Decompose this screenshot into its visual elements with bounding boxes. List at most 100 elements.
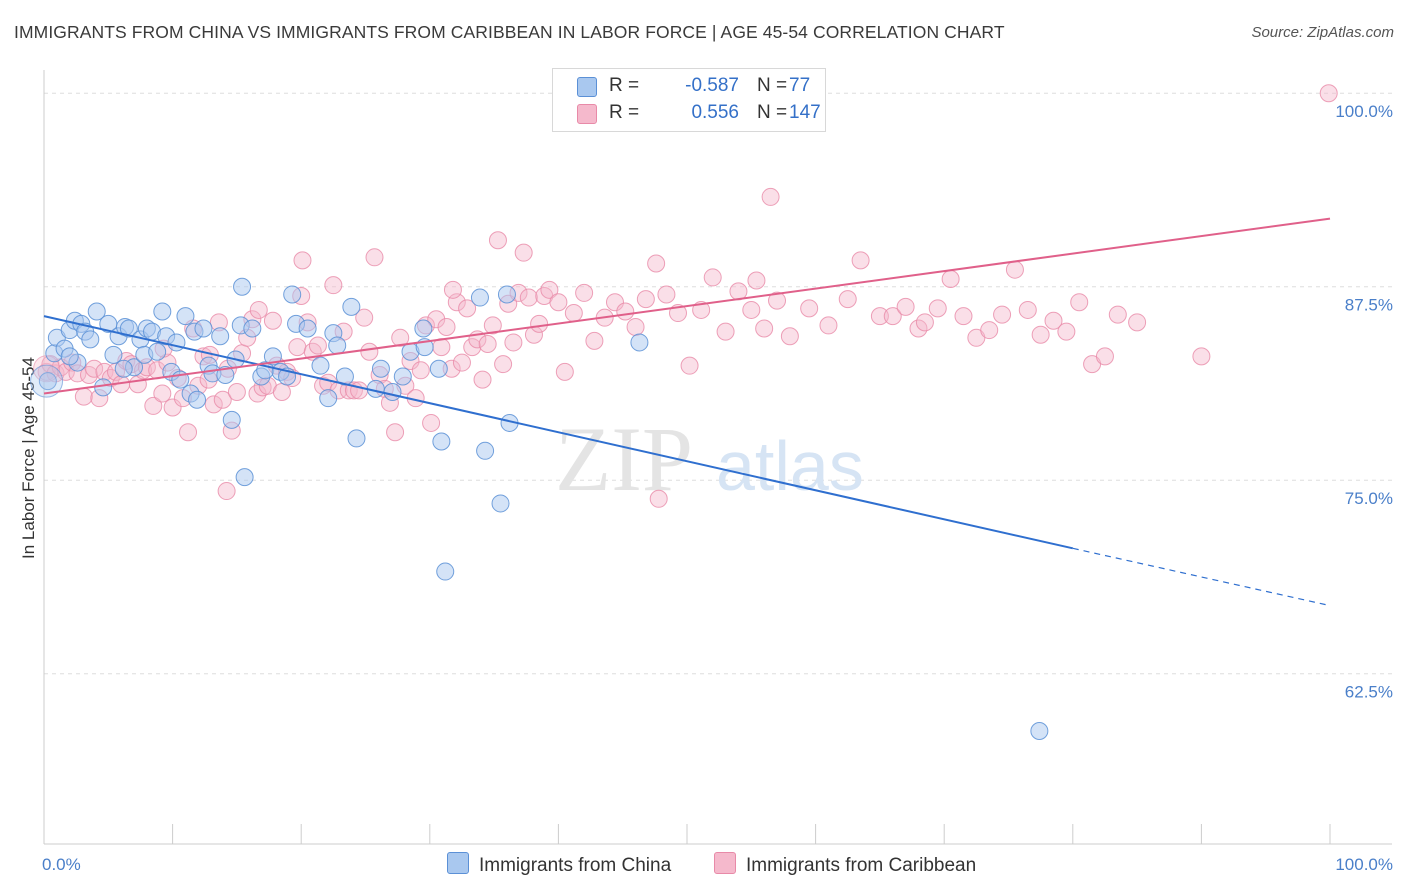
source-credit: Source: ZipAtlas.com	[1251, 24, 1394, 41]
caribbean-point-149	[649, 489, 668, 508]
caribbean-point-88	[488, 231, 507, 250]
legend-caribbean-swatch	[714, 852, 736, 874]
caribbean-point-153	[249, 300, 268, 319]
china-point-75	[114, 359, 133, 378]
caribbean-point-89	[494, 355, 513, 374]
caribbean-point-76	[427, 310, 446, 329]
caribbean-point-61	[350, 381, 369, 400]
y-tick-label-3: 62.5%	[1345, 683, 1393, 702]
china-point-56	[342, 297, 361, 316]
caribbean-point-125	[851, 251, 870, 270]
caribbean-point-27	[179, 423, 198, 442]
caribbean-point-68	[386, 423, 405, 442]
caribbean-point-137	[1005, 260, 1024, 279]
caribbean-point-119	[761, 187, 780, 206]
caribbean-point-49	[288, 338, 307, 357]
watermark-zip: ZIP	[555, 408, 693, 510]
legend-china-label: Immigrants from China	[479, 855, 672, 876]
china-point-35	[211, 327, 230, 346]
china-point-37	[222, 410, 241, 429]
caribbean-r-value: 0.556	[691, 102, 739, 123]
china-point-40	[233, 277, 252, 296]
china-point-69	[491, 494, 510, 513]
china-point-11	[94, 378, 113, 397]
china-point-48	[283, 285, 302, 304]
x-tick-label-right: 100.0%	[1335, 855, 1393, 874]
caribbean-point-136	[993, 305, 1012, 324]
china-point-9	[81, 330, 100, 349]
caribbean-point-87	[483, 316, 502, 335]
gridlines	[44, 92, 1392, 675]
china-r-label: R =	[609, 75, 640, 96]
caribbean-point-114	[703, 268, 722, 287]
caribbean-point-103	[585, 331, 604, 350]
china-point-63	[414, 319, 433, 338]
china-point-70	[497, 285, 516, 304]
china-point-68	[476, 441, 495, 460]
caribbean-swatch	[577, 104, 597, 124]
china-point-52	[319, 389, 338, 408]
china-point-23	[153, 302, 172, 321]
y-axis-title: In Labor Force | Age 45-54	[19, 357, 38, 559]
caribbean-point-115	[716, 322, 735, 341]
caribbean-point-106	[616, 302, 635, 321]
y-tick-label-1: 87.5%	[1345, 296, 1393, 315]
caribbean-point-78	[437, 317, 456, 336]
caribbean-point-108	[636, 290, 655, 309]
caribbean-point-98	[540, 280, 559, 299]
caribbean-point-102	[575, 283, 594, 302]
caribbean-point-101	[564, 304, 583, 323]
legend-china: Immigrants from China	[447, 852, 671, 877]
caribbean-point-46	[272, 382, 291, 401]
trend-lines	[43, 217, 1331, 607]
y-tick-labels: 100.0% 87.5% 75.0% 62.5%	[1335, 102, 1393, 702]
china-trend-line	[43, 315, 1074, 550]
caribbean-point-44	[263, 311, 282, 330]
caribbean-point-56	[324, 276, 343, 295]
caribbean-point-122	[800, 299, 819, 318]
caribbean-point-109	[647, 254, 666, 273]
caribbean-point-93	[514, 243, 533, 262]
x-tick-label-left: 0.0%	[42, 855, 81, 874]
caribbean-point-100	[555, 362, 574, 381]
caribbean-trend-line	[43, 217, 1331, 395]
caribbean-point-120	[768, 291, 787, 310]
caribbean-n-label: N =	[757, 102, 788, 123]
caribbean-point-132	[941, 269, 960, 288]
caribbean-point-144	[1095, 347, 1114, 366]
caribbean-point-62	[355, 308, 374, 327]
china-point-66	[436, 562, 455, 581]
china-point-45	[263, 347, 282, 366]
legend-china-swatch	[447, 852, 469, 874]
caribbean-point-81	[452, 353, 471, 372]
china-point-65	[432, 432, 451, 451]
caribbean-point-107	[626, 317, 645, 336]
caribbean-point-138	[1018, 300, 1037, 319]
caribbean-point-148	[1319, 84, 1338, 103]
caribbean-point-9	[85, 359, 104, 378]
caribbean-point-133	[954, 307, 973, 326]
caribbean-point-73	[411, 361, 430, 380]
caribbean-point-96	[530, 314, 549, 333]
china-trend-extension	[1072, 547, 1331, 607]
caribbean-point-118	[755, 319, 774, 338]
caribbean-point-152	[747, 271, 766, 290]
caribbean-point-75	[422, 413, 441, 432]
caribbean-point-86	[478, 334, 497, 353]
legend-caribbean: Immigrants from Caribbean	[714, 852, 976, 877]
caribbean-point-37	[227, 382, 246, 401]
china-point-22	[148, 342, 167, 361]
caribbean-point-142	[1070, 293, 1089, 312]
caribbean-point-24	[163, 398, 182, 417]
china-swatch	[577, 77, 597, 97]
watermark-atlas: atlas	[716, 427, 864, 505]
china-point-57	[347, 429, 366, 448]
caribbean-point-154	[443, 280, 462, 299]
china-point-60	[383, 382, 402, 401]
china-n-value: 77	[789, 75, 811, 96]
caribbean-point-32	[204, 395, 223, 414]
china-point-72	[630, 333, 649, 352]
china-point-32	[194, 319, 213, 338]
caribbean-point-135	[980, 321, 999, 340]
caribbean-point-128	[896, 297, 915, 316]
